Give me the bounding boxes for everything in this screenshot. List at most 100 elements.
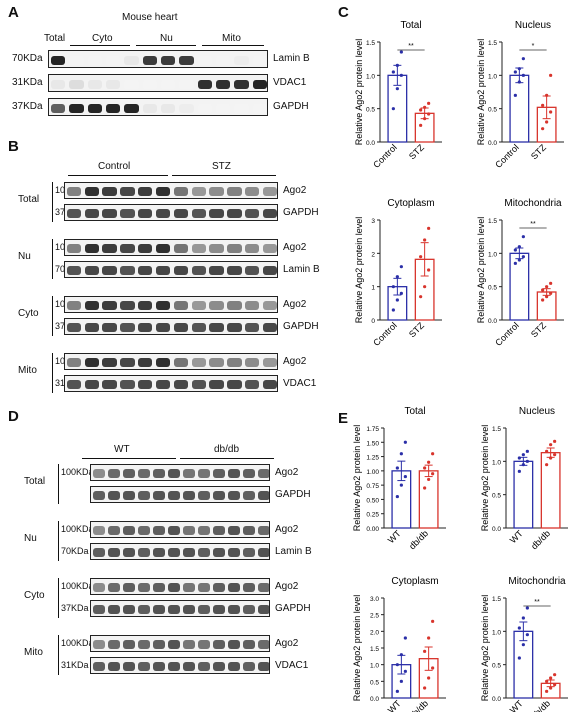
bar-0 (513, 630, 534, 699)
group-label-dbdb: db/db (214, 444, 240, 455)
data-point (549, 291, 553, 295)
blot-band (212, 640, 225, 649)
category-label: db/db (407, 698, 430, 712)
blot-band (120, 187, 135, 196)
protein-label: Ago2 (283, 242, 307, 253)
data-point (423, 686, 427, 690)
blot-band (92, 548, 105, 557)
data-point (403, 636, 407, 640)
data-point (541, 103, 545, 107)
blot-band (173, 244, 189, 253)
data-point (521, 463, 525, 467)
blot-band (182, 640, 195, 649)
blot-band (124, 55, 139, 65)
blot-band (155, 380, 171, 389)
data-point (395, 494, 399, 499)
y-tick-label: 1.0 (492, 459, 501, 466)
blot-band (215, 55, 231, 65)
y-tick-label: 0.0 (370, 696, 379, 703)
blot-band (142, 55, 158, 65)
blot-band (227, 358, 242, 367)
blot-band (182, 526, 195, 535)
y-tick-label: 3.0 (370, 596, 379, 603)
blot-band (69, 55, 84, 65)
blot-panel_b-2-0 (64, 296, 278, 313)
y-tick-label: 0.5 (488, 107, 497, 114)
blot-band (120, 358, 135, 367)
y-axis-label: Relative Ago2 protein level (354, 217, 364, 324)
protein-label: Lamin B (275, 546, 312, 557)
kda-label: 100KDa (61, 638, 94, 648)
blot-band (102, 209, 117, 218)
blot-band (137, 526, 150, 535)
bar-0 (509, 74, 530, 143)
data-point (513, 261, 517, 265)
data-point (517, 245, 521, 249)
protein-label: Ago2 (283, 356, 307, 367)
data-point (391, 285, 395, 289)
blot-band (252, 103, 267, 113)
blot-band (84, 380, 99, 389)
y-tick-label: 0.0 (492, 696, 501, 703)
data-point (419, 123, 423, 127)
blot-band (167, 548, 180, 557)
data-point (427, 268, 431, 272)
data-point (525, 633, 529, 637)
data-point (541, 298, 545, 302)
category-label: WT (386, 698, 403, 712)
blot-band (155, 266, 171, 275)
y-tick-label: 2 (371, 251, 375, 258)
blot-band (102, 244, 117, 253)
blot-band (257, 640, 269, 649)
protein-label: GAPDH (275, 489, 311, 500)
y-tick-label: 0.50 (366, 497, 379, 504)
blot-band (197, 662, 210, 671)
blot-band (209, 266, 224, 275)
data-point (419, 255, 423, 259)
blot-band (245, 380, 260, 389)
blot-panel_d-2-0 (90, 578, 270, 595)
blot-band (242, 605, 255, 614)
blot-band (227, 323, 242, 332)
bar-1 (540, 452, 561, 529)
group-label-stz: STZ (212, 161, 231, 172)
blot-band (120, 380, 135, 389)
blot-band (92, 526, 105, 535)
blot-band (138, 323, 153, 332)
data-point (549, 676, 553, 680)
blot-band (212, 583, 225, 592)
data-point (545, 449, 549, 453)
blot-band (155, 187, 171, 196)
protein-label: VDAC1 (273, 77, 307, 88)
data-point (395, 87, 399, 91)
data-point (395, 298, 399, 302)
blot-band (242, 491, 255, 500)
blot-band (191, 323, 206, 332)
category-label: STZ (407, 320, 426, 339)
blot-band (102, 301, 117, 310)
protein-label: GAPDH (283, 321, 319, 332)
data-point (517, 656, 521, 660)
blot-band (84, 209, 99, 218)
y-tick-label: 1.25 (366, 455, 379, 462)
y-axis-label: Relative Ago2 protein level (480, 595, 490, 702)
blot-band (212, 662, 225, 671)
blot-band (191, 244, 206, 253)
blot-panel_b-3-1 (64, 375, 278, 392)
blot-panel_b-1-0 (64, 239, 278, 256)
y-tick-label: 1.5 (370, 646, 379, 653)
blot-band (167, 526, 180, 535)
blot-band (155, 244, 171, 253)
category-label: Control (371, 320, 399, 348)
y-tick-label: 1.0 (488, 73, 497, 80)
data-point (549, 686, 553, 690)
blot-band (209, 380, 224, 389)
blot-band (69, 79, 84, 89)
data-point (545, 285, 549, 289)
data-point (545, 295, 549, 299)
data-point (399, 679, 403, 683)
data-point (423, 285, 427, 289)
bar-0 (513, 460, 534, 529)
y-tick-label: 0.5 (492, 663, 501, 670)
chart-title: Total (404, 406, 425, 417)
